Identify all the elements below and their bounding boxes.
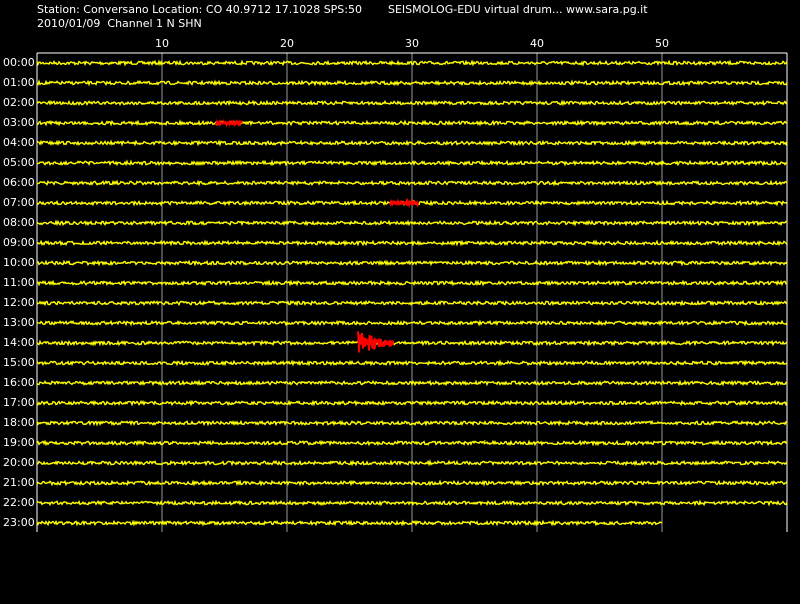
hour-label: 08:00 — [3, 216, 35, 229]
trace — [36, 299, 788, 307]
trace — [36, 499, 788, 507]
hour-label: 21:00 — [3, 476, 35, 489]
event-trace — [357, 331, 394, 353]
trace — [36, 219, 788, 227]
hour-label: 00:00 — [3, 56, 35, 69]
trace — [36, 459, 788, 467]
hour-label: 15:00 — [3, 356, 35, 369]
trace — [36, 419, 788, 427]
minute-label: 10 — [155, 37, 169, 50]
hour-label: 05:00 — [3, 156, 35, 169]
trace — [36, 119, 788, 127]
trace — [36, 519, 663, 527]
hour-label: 20:00 — [3, 456, 35, 469]
trace — [36, 79, 788, 87]
trace — [36, 239, 788, 247]
hour-label: 02:00 — [3, 96, 35, 109]
hour-label: 18:00 — [3, 416, 35, 429]
date-channel: 2010/01/09 Channel 1 N SHN — [37, 17, 202, 30]
station-info: Station: Conversano Location: CO 40.9712… — [37, 3, 362, 16]
spike — [102, 242, 105, 245]
trace — [36, 179, 788, 187]
spike — [483, 439, 486, 445]
trace — [36, 339, 788, 347]
trace — [36, 139, 788, 147]
trace — [36, 359, 788, 367]
hour-label: 12:00 — [3, 296, 35, 309]
minute-label: 50 — [655, 37, 669, 50]
hour-label: 07:00 — [3, 196, 35, 209]
hour-label: 09:00 — [3, 236, 35, 249]
trace — [36, 259, 788, 267]
source-info: SEISMOLOG-EDU virtual drum... www.sara.p… — [388, 3, 648, 16]
hour-label: 16:00 — [3, 376, 35, 389]
event-trace — [214, 118, 243, 128]
hour-label: 13:00 — [3, 316, 35, 329]
event-trace — [389, 197, 419, 208]
hour-label: 22:00 — [3, 496, 35, 509]
trace — [36, 99, 788, 107]
hour-label: 17:00 — [3, 396, 35, 409]
trace — [36, 59, 788, 67]
hour-label: 04:00 — [3, 136, 35, 149]
trace — [36, 379, 788, 387]
trace — [36, 159, 788, 167]
hour-label: 19:00 — [3, 436, 35, 449]
hour-label: 14:00 — [3, 336, 35, 349]
trace — [36, 439, 788, 447]
minute-label: 20 — [280, 37, 294, 50]
hour-label: 11:00 — [3, 276, 35, 289]
trace — [36, 319, 788, 327]
hour-label: 10:00 — [3, 256, 35, 269]
minute-label: 30 — [405, 37, 419, 50]
hour-label: 23:00 — [3, 516, 35, 529]
trace — [36, 479, 788, 487]
hour-label: 03:00 — [3, 116, 35, 129]
hour-label: 01:00 — [3, 76, 35, 89]
trace — [36, 399, 788, 407]
hour-label: 06:00 — [3, 176, 35, 189]
trace — [36, 279, 788, 287]
minute-label: 40 — [530, 37, 544, 50]
